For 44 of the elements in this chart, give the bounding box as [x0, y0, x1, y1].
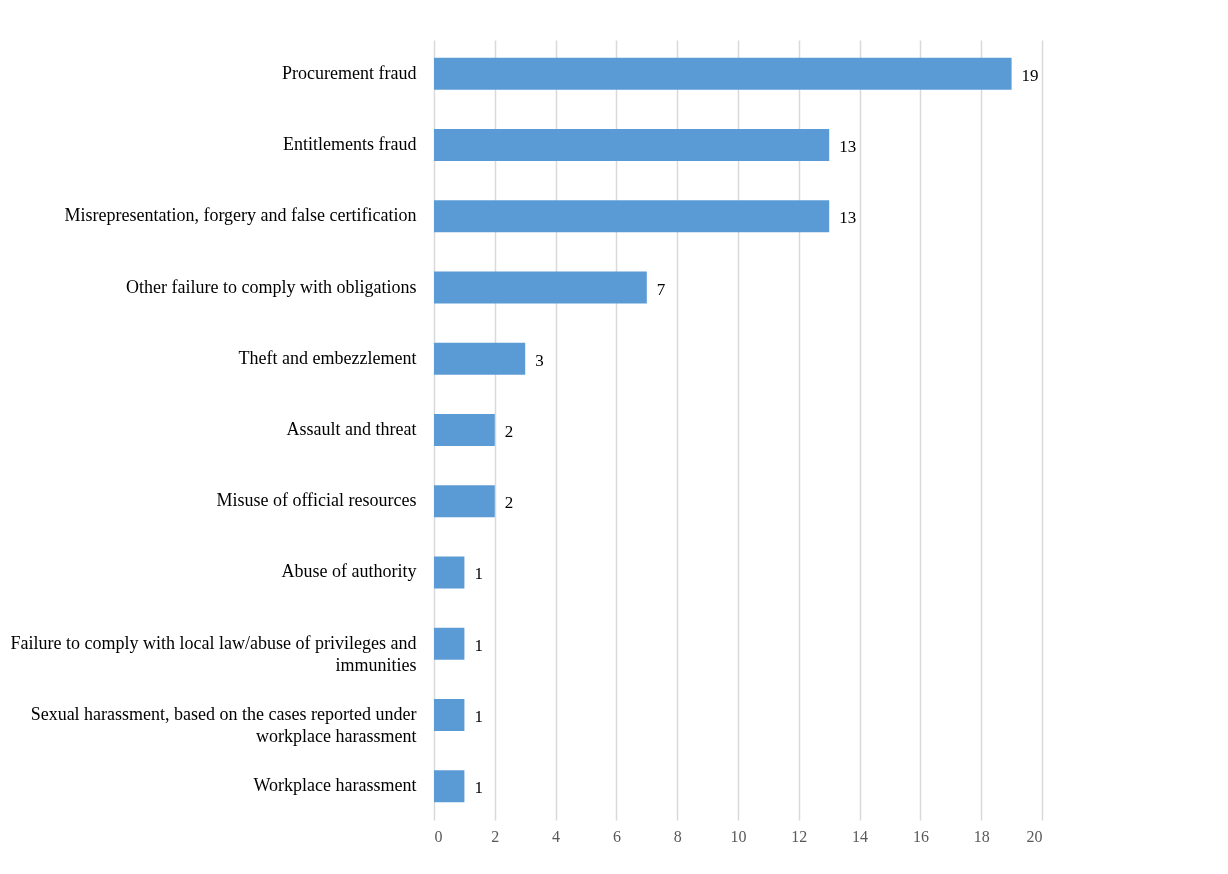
data-label: 7	[656, 279, 666, 299]
x-tick-label: 20	[1026, 827, 1043, 845]
data-label: 1	[474, 635, 483, 655]
data-label: 13	[839, 208, 857, 228]
x-tick-label: 2	[491, 827, 500, 845]
data-label: 13	[839, 137, 857, 157]
data-label: 19	[1021, 65, 1039, 85]
x-tick-label: 16	[912, 827, 929, 845]
data-label: 1	[474, 778, 483, 798]
data-label: 2	[504, 493, 514, 513]
y-tick-label: Theft and embezzlement	[238, 347, 417, 368]
x-tick-label: 18	[973, 827, 990, 845]
x-tick-label: 14	[852, 827, 869, 845]
bar	[434, 57, 1012, 90]
x-tick-label: 12	[791, 827, 808, 845]
data-label: 3	[535, 350, 544, 370]
y-tick-label: Entitlements fraud	[283, 134, 417, 155]
bar	[434, 342, 526, 375]
bar	[434, 129, 830, 162]
bar	[434, 485, 495, 518]
bar	[434, 271, 647, 304]
bar	[434, 698, 465, 731]
y-tick-label: Misrepresentation, forgery and false certification	[64, 205, 417, 226]
x-tick-label: 0	[434, 827, 443, 845]
y-tick-label: Abuse of authority	[281, 561, 417, 582]
y-tick-label: Procurement fraud	[282, 62, 417, 83]
y-tick-label: Sexual harassment, based on the cases reported under workplace harassment	[30, 703, 417, 746]
data-label: 2	[504, 422, 514, 441]
bar	[434, 413, 495, 447]
x-tick-label: 8	[673, 827, 682, 845]
y-tick-label: Misuse of official resources	[216, 490, 417, 511]
y-tick-label: Assault and threat	[286, 419, 417, 439]
x-tick-label: 6	[612, 827, 621, 845]
x-tick-label: 10	[730, 827, 747, 845]
bar	[434, 556, 465, 589]
x-tick-label: 4	[552, 827, 561, 845]
y-tick-label: Workplace harassment	[253, 775, 417, 796]
data-label: 1	[474, 706, 483, 726]
data-label: 1	[474, 564, 483, 584]
y-tick-label: Failure to comply with local law/abuse of privileges and immunities	[10, 632, 417, 675]
y-tick-label: Other failure to comply with obligations	[126, 276, 417, 297]
bar	[434, 627, 465, 660]
bar	[434, 770, 465, 803]
bar	[434, 200, 830, 233]
